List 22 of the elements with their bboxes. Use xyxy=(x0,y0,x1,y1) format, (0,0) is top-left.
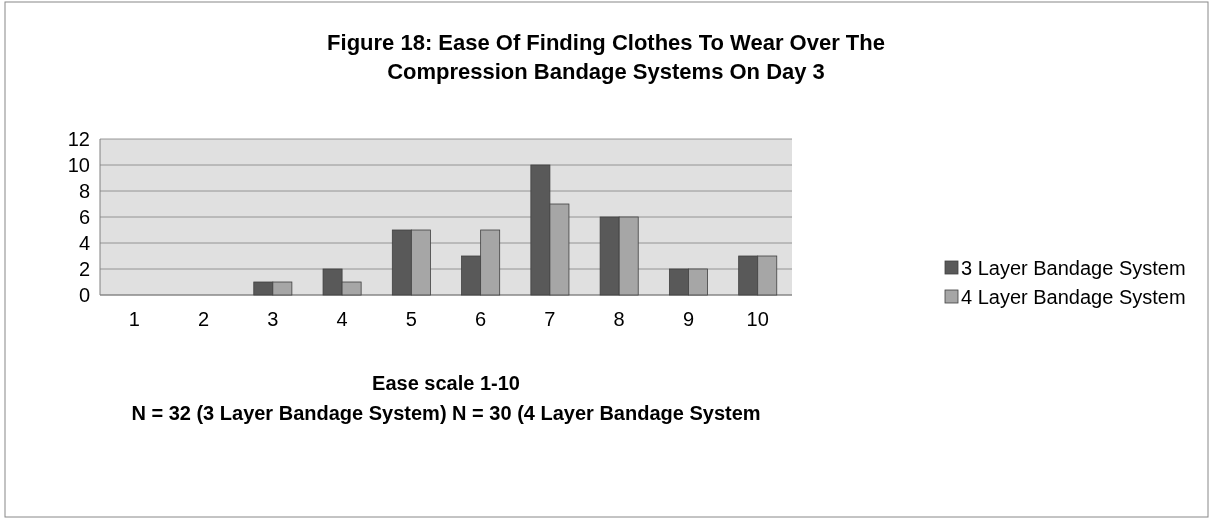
y-tick-label: 10 xyxy=(67,154,90,176)
y-tick-label: 12 xyxy=(67,128,90,150)
x-tick-label: 1 xyxy=(128,308,140,330)
x-tick-label: 9 xyxy=(682,308,694,330)
x-tick-label: 8 xyxy=(613,308,625,330)
legend-label: 4 Layer Bandage System xyxy=(961,286,1186,308)
x-tick-label: 3 xyxy=(267,308,279,330)
x-tick-label: 6 xyxy=(475,308,487,330)
text: N = 32 (3 Layer Bandage System) N = 30 (4 Layer Bandage System xyxy=(131,402,761,424)
x-axis-title: Ease scale 1-10 xyxy=(372,372,520,394)
legend-label: 3 Layer Bandage System xyxy=(961,257,1186,279)
x-tick-label: 4 xyxy=(336,308,348,330)
y-tick-label: 0 xyxy=(78,284,90,306)
y-tick-label: 8 xyxy=(78,180,90,202)
x-tick-label: 5 xyxy=(405,308,417,330)
y-tick-label: 2 xyxy=(78,258,90,280)
chart-title: Figure 18: Ease Of Finding Clothes To Wear Over The Compression Bandage Systems On Day 3 xyxy=(327,30,885,84)
x-tick-label: 10 xyxy=(746,308,769,330)
x-tick-label: 2 xyxy=(198,308,210,330)
y-tick-label: 4 xyxy=(78,232,90,254)
y-tick-label: 6 xyxy=(78,206,90,228)
x-tick-label: 7 xyxy=(544,308,556,330)
